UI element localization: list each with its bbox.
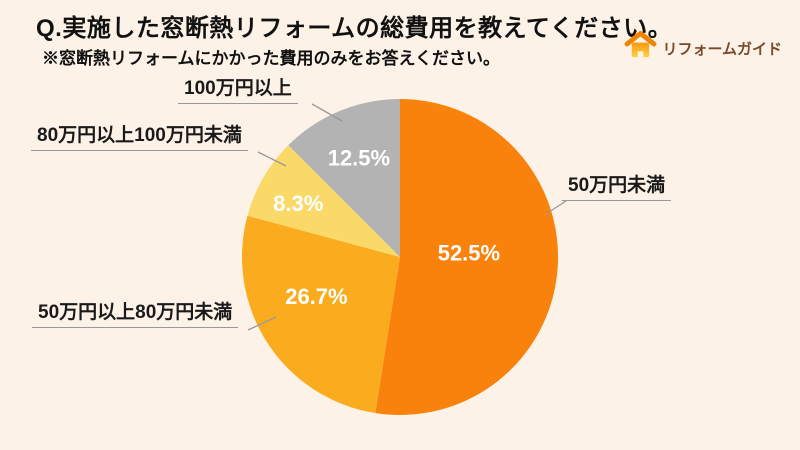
pie-label-under-50: 50万円未満 xyxy=(562,175,672,201)
pie-label-80-to-100: 80万円以上100万円未満 xyxy=(31,125,248,151)
pie-label-100-plus: 100万円以上 xyxy=(178,78,298,104)
slice-percent-label-1: 26.7% xyxy=(285,284,347,309)
brand-logo: リフォームガイド xyxy=(624,30,782,65)
callout-leader-line-1 xyxy=(247,316,277,331)
question-title: Q.実施した窓断熱リフォームの総費用を教えてください。 xyxy=(36,15,673,42)
pie-slice-0 xyxy=(375,99,559,415)
pie-slice-3 xyxy=(288,99,400,257)
callout-leader-line-3 xyxy=(311,103,343,122)
callout-leader-line-0 xyxy=(545,200,567,215)
callout-leader-line-2 xyxy=(257,151,287,167)
pie-slice-1 xyxy=(242,215,400,414)
pie-slice-2 xyxy=(247,145,400,257)
question-subtitle: ※窓断熱リフォームにかかった費用のみをお答えください。 xyxy=(42,49,500,68)
slice-percent-label-3: 12.5% xyxy=(328,145,390,170)
slice-percent-label-2: 8.3% xyxy=(273,191,323,216)
brand-logo-text: リフォームガイド xyxy=(662,40,782,58)
pie-label-50-to-80: 50万円以上80万円未満 xyxy=(32,302,239,328)
slice-percent-label-0: 52.5% xyxy=(438,240,500,265)
house-icon xyxy=(624,30,657,65)
